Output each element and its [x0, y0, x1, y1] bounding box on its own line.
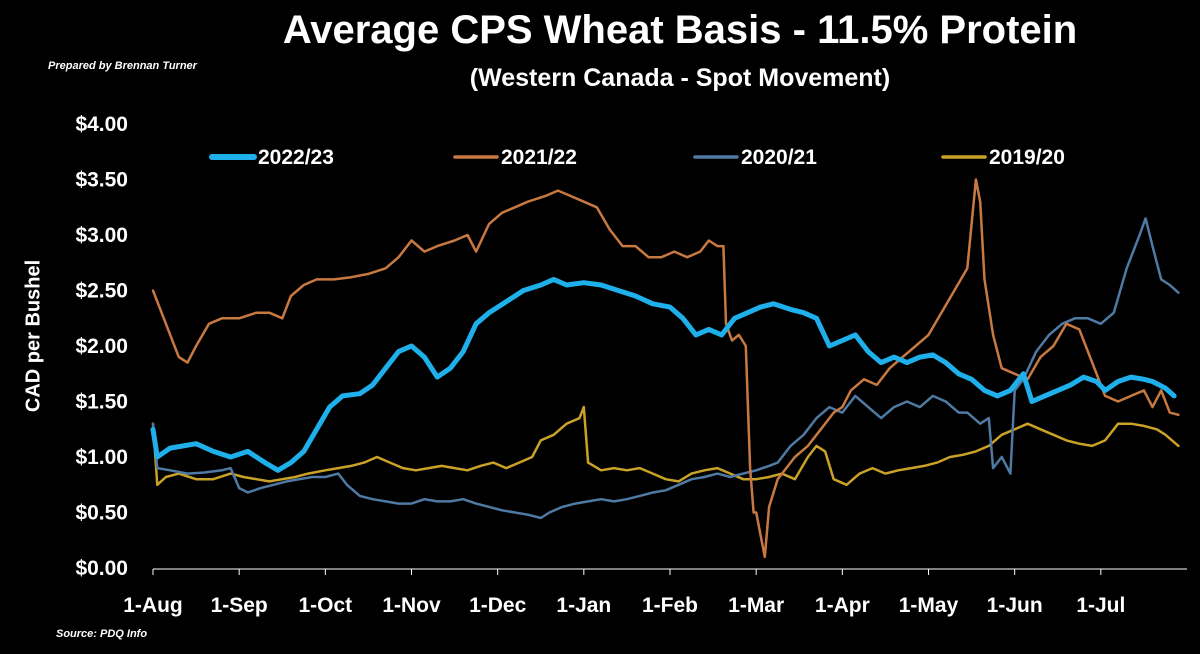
source-note: Source: PDQ Info: [56, 628, 148, 640]
series-line-2019-20: [151, 405, 1180, 487]
series-line-2021-22: [151, 178, 1180, 559]
legend-label: 2019/20: [989, 146, 1065, 169]
x-tick-label: 1-Sep: [211, 594, 268, 617]
series-line-2022-23: [150, 276, 1177, 473]
y-axis-ticks: $0.00 $0.50 $1.00 $1.50 $2.00 $2.50 $3.00 $3.50…: [75, 113, 128, 580]
y-tick-label: $4.00: [75, 113, 128, 136]
y-tick-label: $1.50: [75, 391, 128, 414]
y-tick-label: $3.50: [75, 169, 128, 192]
series-layer: [150, 178, 1180, 559]
x-tick-label: 1-Feb: [642, 594, 698, 617]
legend-label: 2021/22: [501, 146, 577, 169]
x-axis-ticks: 1-Aug 1-Sep 1-Oct 1-Nov 1-Dec 1-Jan 1-Feb 1-Mar…: [123, 569, 1125, 617]
x-tick-label: 1-Jun: [987, 594, 1043, 617]
legend: 2022/23 2021/22 2020/21 2019/20: [209, 146, 1065, 169]
x-tick-label: 1-Dec: [469, 594, 527, 617]
x-tick-label: 1-Jan: [556, 594, 611, 617]
prepared-by-note: Prepared by Brennan Turner: [48, 60, 197, 72]
chart-title: Average CPS Wheat Basis - 11.5% Protein: [282, 8, 1078, 52]
y-tick-label: $0.50: [75, 502, 128, 525]
y-tick-label: $2.00: [75, 335, 128, 358]
y-tick-label: $1.00: [75, 446, 128, 469]
chart-subtitle: (Western Canada - Spot Movement): [469, 64, 891, 92]
legend-label: 2020/21: [741, 146, 817, 169]
legend-label: 2022/23: [258, 146, 334, 169]
x-tick-label: 1-Jul: [1076, 594, 1125, 617]
y-tick-label: $0.00: [75, 557, 128, 580]
x-tick-label: 1-May: [899, 594, 959, 617]
x-tick-label: 1-Mar: [728, 594, 784, 617]
x-tick-label: 1-Apr: [815, 594, 870, 617]
x-tick-label: 1-Nov: [382, 594, 441, 617]
y-tick-label: $2.50: [75, 280, 128, 303]
x-tick-label: 1-Aug: [123, 594, 183, 617]
series-line-2020-21: [151, 217, 1180, 520]
y-tick-label: $3.00: [75, 224, 128, 247]
x-tick-label: 1-Oct: [298, 594, 352, 617]
